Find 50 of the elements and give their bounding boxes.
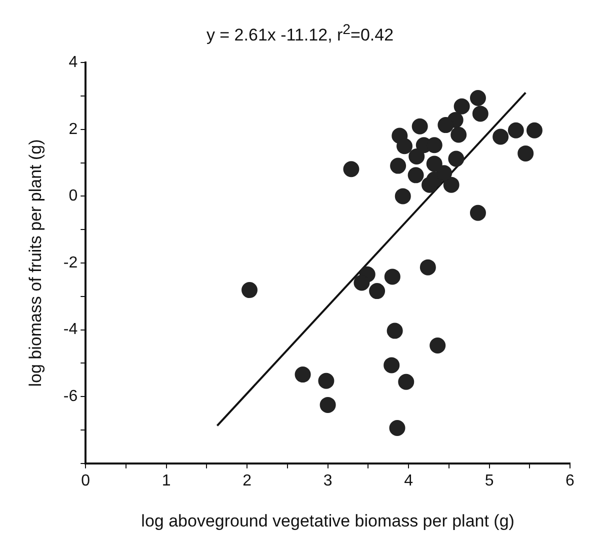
point: [454, 98, 470, 114]
x-tick-label: 0: [81, 472, 90, 490]
x-tick-label: 4: [404, 472, 414, 490]
point: [443, 176, 460, 193]
point: [394, 188, 411, 204]
y-tick-label: -4: [63, 321, 78, 338]
y-tick-label: -6: [63, 388, 78, 406]
point: [438, 117, 454, 134]
point: [420, 259, 436, 276]
point: [396, 138, 413, 154]
x-tick-label: 5: [484, 472, 494, 490]
point: [412, 118, 428, 134]
point: [408, 167, 424, 184]
point: [448, 150, 464, 167]
point: [384, 268, 400, 285]
x-tick-label: 2: [242, 472, 252, 490]
point: [390, 158, 406, 174]
y-axis-title: log biomass of fruits per plant (g): [26, 139, 45, 387]
point: [242, 282, 258, 298]
point: [472, 106, 488, 122]
point: [470, 204, 486, 221]
y-tick-label: -2: [63, 254, 78, 272]
point: [389, 420, 406, 436]
chart-title: y = 2.61x -11.12, r$^{2}$=0.42: [205, 21, 395, 47]
y-tick-label: 4: [68, 54, 78, 72]
y-tick-label: 0: [68, 188, 78, 205]
point: [492, 128, 509, 145]
x-axis-title: log aboveground vegetative biomass per plant (g): [141, 511, 514, 530]
point: [294, 366, 311, 383]
point: [450, 126, 467, 143]
point: [408, 148, 425, 164]
point: [386, 322, 403, 339]
point: [343, 161, 360, 178]
x-tick-label: 3: [323, 472, 332, 490]
point: [398, 374, 414, 390]
point: [436, 165, 452, 182]
point: [354, 274, 370, 291]
x-tick-label: 6: [566, 472, 575, 490]
point: [369, 283, 386, 300]
x-tick-label: 1: [162, 472, 171, 490]
point: [426, 156, 442, 172]
point: [320, 396, 336, 413]
point: [508, 122, 524, 138]
point: [384, 357, 400, 374]
point: [518, 145, 534, 162]
y-tick-label: 2: [68, 120, 78, 138]
point: [526, 122, 542, 138]
point: [430, 338, 446, 354]
point: [318, 372, 334, 389]
point: [470, 90, 486, 106]
